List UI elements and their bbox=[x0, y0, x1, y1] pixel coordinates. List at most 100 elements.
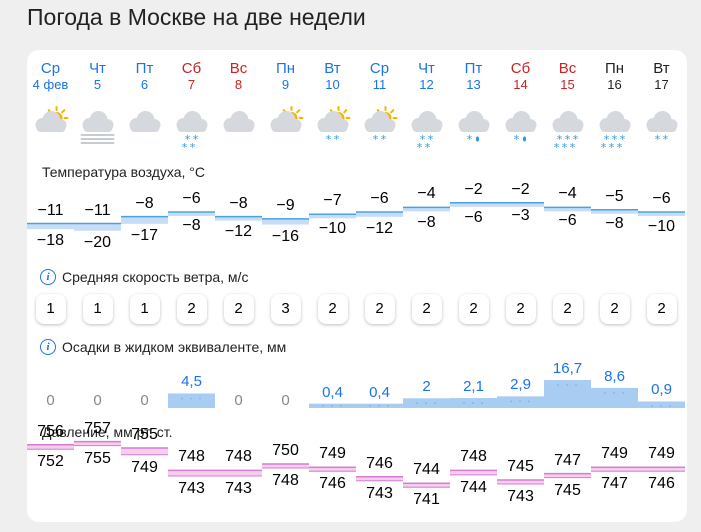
day-name: Пт bbox=[464, 60, 483, 77]
svg-text:*: * bbox=[601, 141, 607, 154]
svg-text:*: * bbox=[573, 133, 579, 146]
night-pressure: 746 bbox=[319, 475, 346, 493]
day-column-header: Сб 7 bbox=[168, 60, 215, 93]
night-temp: −16 bbox=[271, 227, 300, 245]
precip-label: Осадки в жидком эквиваленте, мм bbox=[62, 339, 287, 355]
precip-value: 0 bbox=[281, 392, 290, 409]
cloud-snow-icon: * * ** * * bbox=[599, 111, 631, 154]
pressure-bar bbox=[74, 441, 121, 446]
day-column-header: Сб 14 bbox=[497, 60, 544, 93]
day-temp: −9 bbox=[276, 196, 295, 214]
wind-speed-badge: 2 bbox=[599, 294, 630, 324]
svg-text:*: * bbox=[417, 141, 423, 154]
wind-speed-badge: 1 bbox=[82, 294, 113, 324]
svg-text:*: * bbox=[620, 133, 626, 146]
sun-cloud-icon bbox=[270, 106, 304, 132]
temperature-bar bbox=[450, 202, 497, 207]
cloud-snow-icon: * * bbox=[646, 111, 678, 146]
svg-text:*: * bbox=[554, 141, 560, 154]
day-temp: −2 bbox=[511, 180, 530, 198]
svg-text:*: * bbox=[514, 133, 520, 146]
night-pressure: 748 bbox=[272, 472, 299, 489]
day-pressure: 750 bbox=[272, 442, 299, 459]
temperature-bar bbox=[638, 212, 685, 216]
sun-cloud-icon bbox=[35, 106, 69, 132]
night-temp: −8 bbox=[605, 215, 624, 233]
day-column-header: Пн 9 bbox=[262, 60, 309, 93]
temperature-bar bbox=[121, 216, 168, 224]
precip-value: 0 bbox=[140, 392, 149, 409]
day-column-header: Ср 4 фев bbox=[27, 60, 74, 93]
svg-text:*: * bbox=[428, 133, 434, 146]
day-date: 15 bbox=[560, 77, 575, 92]
day-date: 17 bbox=[654, 77, 669, 92]
svg-text:*: * bbox=[425, 141, 431, 154]
night-temp: −18 bbox=[36, 232, 65, 250]
wind-speed-badge: 2 bbox=[176, 294, 207, 324]
day-name: Вс bbox=[558, 60, 577, 77]
day-pressure: 746 bbox=[366, 454, 393, 472]
pressure-bar bbox=[638, 467, 685, 472]
precip-bar bbox=[591, 387, 638, 408]
temperature-bar bbox=[591, 209, 638, 214]
wind-speed-badge: 2 bbox=[317, 294, 348, 324]
temperature-bar bbox=[497, 202, 544, 207]
temperature-bar bbox=[356, 212, 403, 217]
temperature-bar bbox=[403, 207, 450, 212]
cloud-snow-icon: * * ** * * bbox=[552, 111, 584, 154]
day-column-header: Чт 12 bbox=[403, 60, 450, 93]
night-temp: −6 bbox=[464, 209, 483, 227]
sun-cloud-snow-icon: * * bbox=[364, 106, 398, 146]
page-title: Погода в Москве на две недели bbox=[27, 4, 366, 30]
night-pressure: 752 bbox=[37, 453, 64, 471]
precip-bar bbox=[497, 396, 544, 408]
day-date: 9 bbox=[281, 77, 290, 92]
precip-value: 16,7 bbox=[552, 360, 583, 377]
pressure-bar bbox=[121, 448, 168, 455]
night-temp: −12 bbox=[224, 222, 253, 240]
svg-text:*: * bbox=[663, 133, 669, 146]
temperature-bar bbox=[27, 223, 74, 230]
pressure-bar bbox=[262, 464, 309, 468]
info-icon[interactable]: i bbox=[40, 269, 56, 285]
day-pressure: 757 bbox=[84, 419, 111, 437]
pressure-bar bbox=[215, 470, 262, 476]
night-temp: −10 bbox=[318, 219, 347, 237]
night-temp: −17 bbox=[130, 226, 159, 244]
precip-value: 8,6 bbox=[604, 367, 625, 385]
wind-speed-badge: 2 bbox=[364, 294, 395, 324]
day-name: Ср bbox=[369, 60, 390, 77]
pressure-label: Давление, мм рт. ст. bbox=[42, 424, 173, 440]
night-pressure: 749 bbox=[131, 458, 158, 476]
day-column-header: Ср 11 bbox=[356, 60, 403, 93]
temperature-bar bbox=[215, 216, 262, 221]
day-pressure: 756 bbox=[37, 422, 64, 440]
day-pressure: 749 bbox=[648, 445, 675, 463]
night-temp: −12 bbox=[365, 219, 394, 237]
cloud-sleet-icon: * bbox=[505, 111, 537, 146]
day-pressure: 749 bbox=[601, 445, 628, 463]
svg-text:*: * bbox=[373, 133, 379, 146]
svg-text:*: * bbox=[381, 133, 387, 146]
day-temp: −6 bbox=[652, 190, 671, 207]
precip-value: 0,9 bbox=[651, 381, 672, 399]
temperature-bar bbox=[262, 218, 309, 225]
pressure-bar bbox=[497, 480, 544, 484]
precip-value: 2,9 bbox=[510, 376, 531, 394]
wind-speed-badge: 2 bbox=[552, 294, 583, 324]
svg-text:*: * bbox=[570, 141, 576, 154]
pressure-bar bbox=[403, 483, 450, 488]
day-pressure: 747 bbox=[554, 451, 581, 469]
day-name: Вс bbox=[229, 60, 248, 77]
cloud-icon bbox=[223, 111, 255, 132]
wind-speed-badge: 2 bbox=[505, 294, 536, 324]
fog-cloud-icon bbox=[80, 111, 115, 144]
precip-value: 4,5 bbox=[181, 373, 202, 391]
day-temp: −6 bbox=[370, 190, 389, 207]
info-icon[interactable]: i bbox=[40, 339, 56, 355]
day-column-header: Чт 5 bbox=[74, 60, 121, 93]
svg-text:*: * bbox=[326, 133, 332, 146]
day-date: 14 bbox=[513, 77, 528, 92]
pressure-bar bbox=[309, 467, 356, 472]
